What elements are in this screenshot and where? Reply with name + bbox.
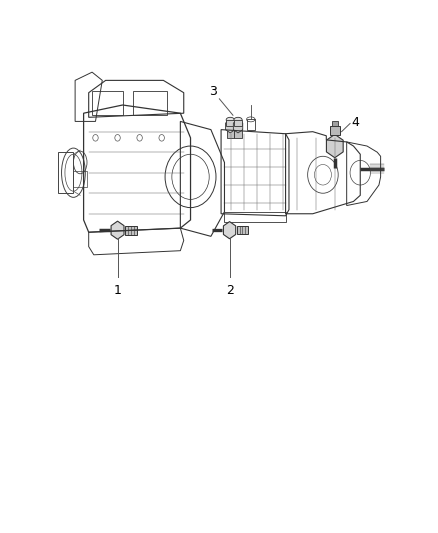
Bar: [92, 91, 123, 115]
Bar: [330, 126, 340, 135]
Bar: [234, 127, 242, 138]
Bar: [125, 225, 137, 235]
Bar: [226, 127, 234, 138]
Bar: [133, 91, 167, 115]
Polygon shape: [326, 134, 343, 158]
Polygon shape: [233, 120, 243, 133]
Bar: [224, 212, 286, 222]
Text: 4: 4: [352, 116, 360, 129]
Bar: [226, 120, 234, 126]
Ellipse shape: [234, 117, 242, 122]
Bar: [58, 152, 74, 193]
Polygon shape: [111, 221, 124, 239]
Text: 3: 3: [209, 85, 217, 98]
Bar: [332, 121, 338, 126]
Bar: [74, 172, 87, 187]
Bar: [234, 120, 242, 126]
Polygon shape: [223, 222, 236, 239]
Bar: [247, 119, 255, 130]
Polygon shape: [226, 120, 235, 133]
Text: 1: 1: [113, 284, 121, 296]
Ellipse shape: [226, 117, 234, 122]
Text: 2: 2: [226, 284, 233, 296]
Bar: [237, 226, 248, 235]
